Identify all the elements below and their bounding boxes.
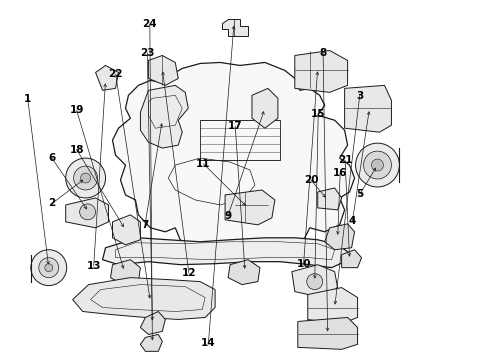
Text: 14: 14 bbox=[201, 338, 216, 348]
Text: 17: 17 bbox=[228, 121, 243, 131]
Text: 13: 13 bbox=[86, 261, 101, 271]
Text: 5: 5 bbox=[356, 189, 363, 199]
Text: 7: 7 bbox=[141, 220, 148, 230]
Circle shape bbox=[307, 274, 323, 289]
Circle shape bbox=[356, 143, 399, 187]
Polygon shape bbox=[344, 85, 392, 132]
Polygon shape bbox=[66, 198, 108, 228]
Polygon shape bbox=[342, 250, 362, 268]
Polygon shape bbox=[102, 238, 347, 268]
Circle shape bbox=[74, 166, 98, 190]
Polygon shape bbox=[228, 260, 260, 285]
Circle shape bbox=[371, 159, 384, 171]
Text: 1: 1 bbox=[24, 94, 31, 104]
Polygon shape bbox=[141, 334, 162, 351]
Polygon shape bbox=[222, 19, 248, 36]
Circle shape bbox=[81, 173, 91, 183]
Text: 8: 8 bbox=[319, 48, 327, 58]
Text: 9: 9 bbox=[224, 211, 231, 221]
Text: 2: 2 bbox=[49, 198, 56, 208]
Text: 11: 11 bbox=[196, 159, 211, 169]
Polygon shape bbox=[141, 311, 165, 334]
Circle shape bbox=[39, 258, 59, 278]
Polygon shape bbox=[113, 62, 355, 255]
Text: 22: 22 bbox=[108, 69, 123, 79]
Polygon shape bbox=[96, 66, 119, 90]
Polygon shape bbox=[325, 224, 355, 250]
Circle shape bbox=[80, 204, 96, 220]
Text: 18: 18 bbox=[70, 144, 84, 154]
Text: 24: 24 bbox=[143, 19, 157, 29]
Text: 23: 23 bbox=[140, 48, 155, 58]
Text: 10: 10 bbox=[296, 259, 311, 269]
Polygon shape bbox=[295, 50, 347, 92]
Polygon shape bbox=[148, 55, 178, 85]
Text: 16: 16 bbox=[333, 168, 347, 178]
Text: 15: 15 bbox=[311, 109, 325, 119]
Text: 12: 12 bbox=[182, 268, 196, 278]
Polygon shape bbox=[113, 215, 141, 245]
Polygon shape bbox=[292, 265, 338, 298]
Text: 20: 20 bbox=[304, 175, 318, 185]
Circle shape bbox=[45, 264, 53, 272]
Text: 19: 19 bbox=[70, 105, 84, 115]
Polygon shape bbox=[252, 88, 278, 128]
Text: 4: 4 bbox=[349, 216, 356, 226]
Circle shape bbox=[31, 250, 67, 285]
Text: 21: 21 bbox=[338, 155, 352, 165]
Circle shape bbox=[364, 151, 392, 179]
Polygon shape bbox=[141, 85, 188, 148]
Polygon shape bbox=[111, 260, 141, 285]
Circle shape bbox=[66, 158, 105, 198]
Polygon shape bbox=[298, 318, 358, 349]
Text: 3: 3 bbox=[356, 91, 363, 101]
Polygon shape bbox=[308, 288, 358, 324]
Polygon shape bbox=[318, 188, 342, 210]
Polygon shape bbox=[225, 190, 275, 225]
Text: 6: 6 bbox=[49, 153, 56, 163]
Polygon shape bbox=[73, 278, 215, 319]
